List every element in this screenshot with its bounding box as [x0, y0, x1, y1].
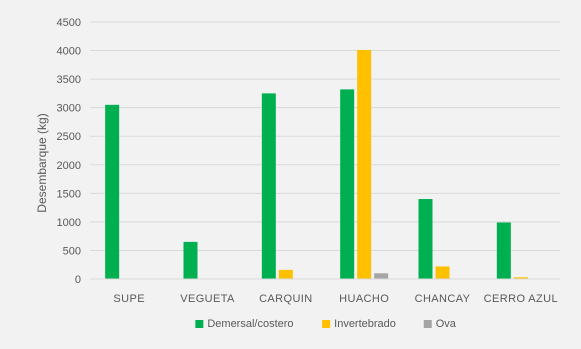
bar-demersal-costero — [183, 241, 198, 279]
y-tick-label: 0 — [75, 274, 81, 286]
bar-invertebrado — [357, 49, 372, 280]
bar-invertebrado — [513, 277, 528, 279]
y-tick-label: 4500 — [57, 17, 81, 29]
y-tick-label: 3000 — [57, 103, 81, 115]
bars — [105, 49, 528, 280]
legend-label: Ova — [436, 318, 457, 330]
legend-label: Demersal/costero — [207, 318, 293, 330]
bar-demersal-costero — [418, 199, 433, 279]
x-axis-ticks: SUPE VEGUETA CARQUIN HUACHO CHANCAY CERRO AZU… — [113, 293, 558, 305]
x-tick-label: CERRO AZUL — [484, 293, 558, 305]
y-tick-label: 500 — [63, 245, 81, 257]
legend-label: Invertebrado — [334, 318, 396, 330]
bar-demersal-costero — [105, 104, 120, 279]
legend-swatch — [195, 320, 204, 328]
x-tick-label: CARQUIN — [259, 293, 313, 305]
y-tick-label: 1500 — [57, 188, 81, 200]
y-tick-label: 4000 — [57, 46, 81, 58]
gridlines — [90, 21, 560, 251]
bar-invertebrado — [435, 266, 450, 279]
legend-swatch — [423, 320, 432, 328]
y-axis-ticks: 0 500 1000 1500 2000 2500 3000 3500 4000 4500 — [57, 17, 81, 286]
y-tick-label: 2500 — [57, 131, 81, 143]
bar-demersal-costero — [261, 93, 276, 279]
bar-ova — [374, 273, 389, 279]
bar-demersal-costero — [496, 222, 511, 279]
x-tick-label: SUPE — [113, 293, 145, 305]
x-tick-label: CHANCAY — [415, 293, 471, 305]
legend-swatch — [322, 320, 331, 328]
y-tick-label: 3500 — [57, 74, 81, 86]
y-tick-label: 2000 — [57, 160, 81, 172]
bar-invertebrado — [278, 269, 293, 279]
y-tick-label: 1000 — [57, 217, 81, 229]
bar-demersal-costero — [340, 89, 355, 279]
x-tick-label: HUACHO — [339, 293, 389, 305]
x-tick-label: VEGUETA — [180, 293, 235, 305]
legend: Demersal/costero Invertebrado Ova — [195, 318, 457, 330]
y-axis-title: Desembarque (kg) — [35, 113, 49, 212]
